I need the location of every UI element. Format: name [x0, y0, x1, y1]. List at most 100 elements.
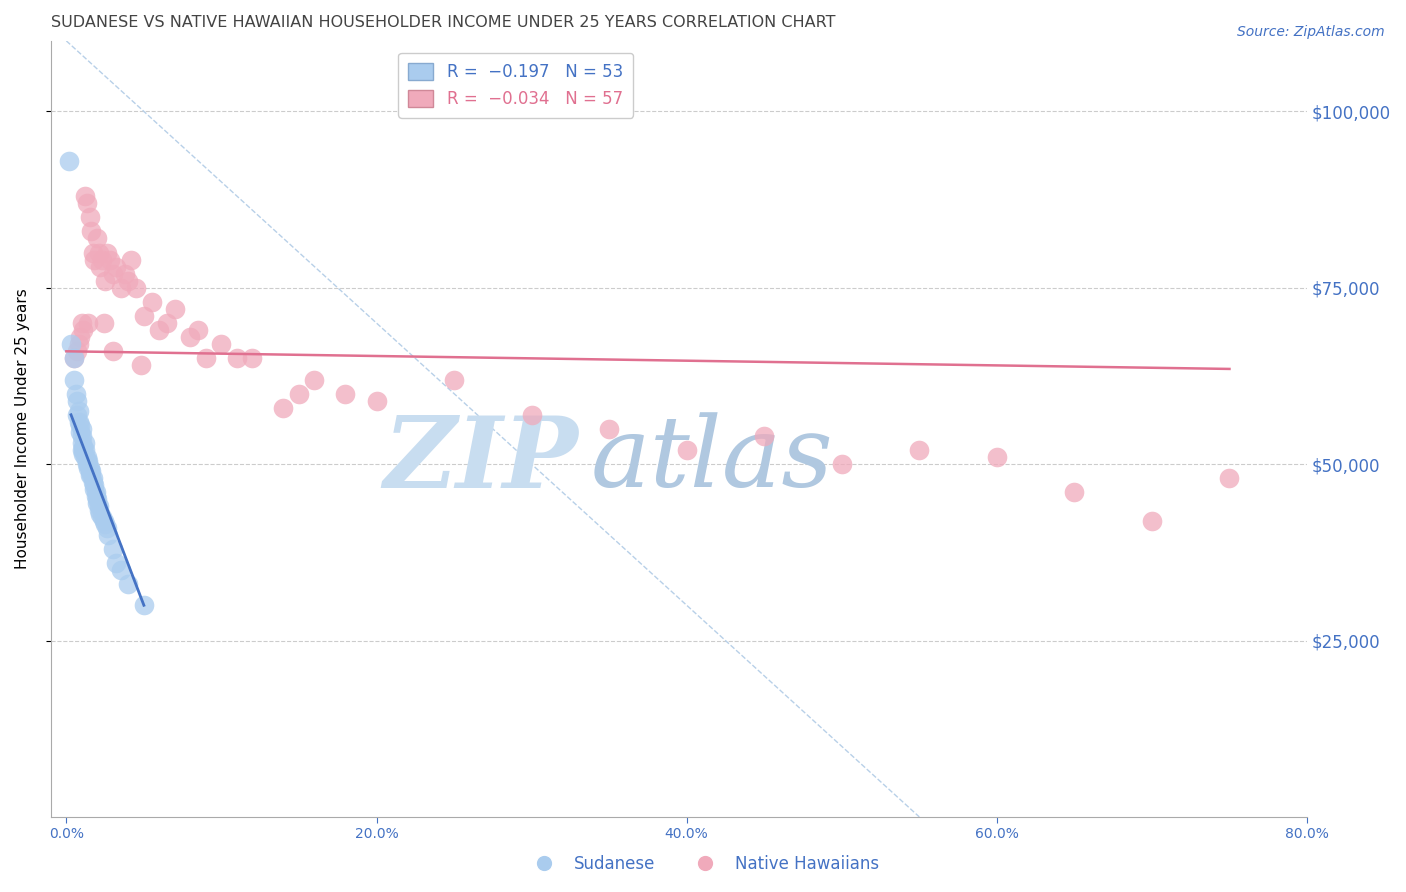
Point	[82, 475, 104, 489]
Point	[96, 521, 118, 535]
Point	[82, 471, 104, 485]
Point	[101, 541, 124, 556]
Point	[86, 492, 108, 507]
Point	[76, 453, 98, 467]
Point	[70, 429, 93, 443]
Point	[79, 467, 101, 482]
Point	[132, 309, 155, 323]
Legend: Sudanese, Native Hawaiians: Sudanese, Native Hawaiians	[520, 848, 886, 880]
Point	[86, 496, 108, 510]
Point	[91, 510, 114, 524]
Point	[132, 599, 155, 613]
Point	[70, 436, 93, 450]
Point	[226, 351, 249, 366]
Point	[520, 408, 543, 422]
Point	[87, 245, 110, 260]
Point	[1218, 471, 1240, 485]
Point	[117, 274, 139, 288]
Point	[79, 464, 101, 478]
Point	[443, 372, 465, 386]
Point	[273, 401, 295, 415]
Point	[66, 408, 89, 422]
Point	[77, 316, 100, 330]
Point	[59, 337, 82, 351]
Point	[58, 153, 80, 168]
Point	[304, 372, 326, 386]
Point	[79, 211, 101, 225]
Point	[83, 478, 105, 492]
Point	[80, 224, 103, 238]
Point	[1063, 485, 1085, 500]
Legend: R =  −0.197   N = 53, R =  −0.034   N = 57: R = −0.197 N = 53, R = −0.034 N = 57	[398, 54, 633, 118]
Point	[69, 425, 91, 440]
Point	[125, 281, 148, 295]
Point	[98, 252, 121, 267]
Point	[93, 316, 115, 330]
Point	[72, 443, 94, 458]
Point	[675, 443, 697, 458]
Point	[76, 450, 98, 464]
Point	[156, 316, 179, 330]
Point	[76, 196, 98, 211]
Point	[83, 482, 105, 496]
Point	[366, 393, 388, 408]
Point	[104, 260, 127, 274]
Point	[73, 443, 96, 458]
Point	[91, 252, 114, 267]
Point	[70, 443, 93, 458]
Point	[65, 386, 87, 401]
Point	[831, 457, 853, 471]
Point	[148, 323, 170, 337]
Point	[101, 344, 124, 359]
Point	[73, 450, 96, 464]
Point	[82, 245, 104, 260]
Point	[80, 464, 103, 478]
Point	[67, 415, 90, 429]
Point	[96, 245, 118, 260]
Point	[87, 503, 110, 517]
Point	[83, 252, 105, 267]
Point	[93, 514, 115, 528]
Point	[67, 337, 90, 351]
Point	[94, 274, 117, 288]
Point	[94, 517, 117, 532]
Point	[73, 189, 96, 203]
Point	[97, 527, 120, 541]
Y-axis label: Householder Income Under 25 years: Householder Income Under 25 years	[15, 288, 30, 569]
Point	[141, 294, 163, 309]
Point	[89, 260, 111, 274]
Point	[908, 443, 931, 458]
Point	[114, 267, 136, 281]
Point	[76, 457, 98, 471]
Point	[69, 330, 91, 344]
Point	[242, 351, 264, 366]
Point	[77, 460, 100, 475]
Point	[73, 436, 96, 450]
Point	[117, 577, 139, 591]
Point	[335, 386, 357, 401]
Point	[79, 460, 101, 475]
Point	[209, 337, 232, 351]
Point	[84, 489, 107, 503]
Point	[66, 393, 89, 408]
Point	[63, 351, 86, 366]
Point	[63, 351, 86, 366]
Text: SUDANESE VS NATIVE HAWAIIAN HOUSEHOLDER INCOME UNDER 25 YEARS CORRELATION CHART: SUDANESE VS NATIVE HAWAIIAN HOUSEHOLDER …	[51, 15, 835, 30]
Point	[104, 556, 127, 570]
Point	[66, 344, 89, 359]
Text: atlas: atlas	[591, 412, 834, 508]
Text: Source: ZipAtlas.com: Source: ZipAtlas.com	[1237, 25, 1385, 39]
Point	[70, 316, 93, 330]
Point	[986, 450, 1008, 464]
Point	[179, 330, 201, 344]
Point	[1140, 514, 1163, 528]
Point	[121, 252, 143, 267]
Point	[89, 507, 111, 521]
Point	[63, 372, 86, 386]
Point	[72, 447, 94, 461]
Point	[288, 386, 311, 401]
Point	[110, 281, 132, 295]
Point	[72, 323, 94, 337]
Point	[163, 301, 186, 316]
Point	[72, 440, 94, 454]
